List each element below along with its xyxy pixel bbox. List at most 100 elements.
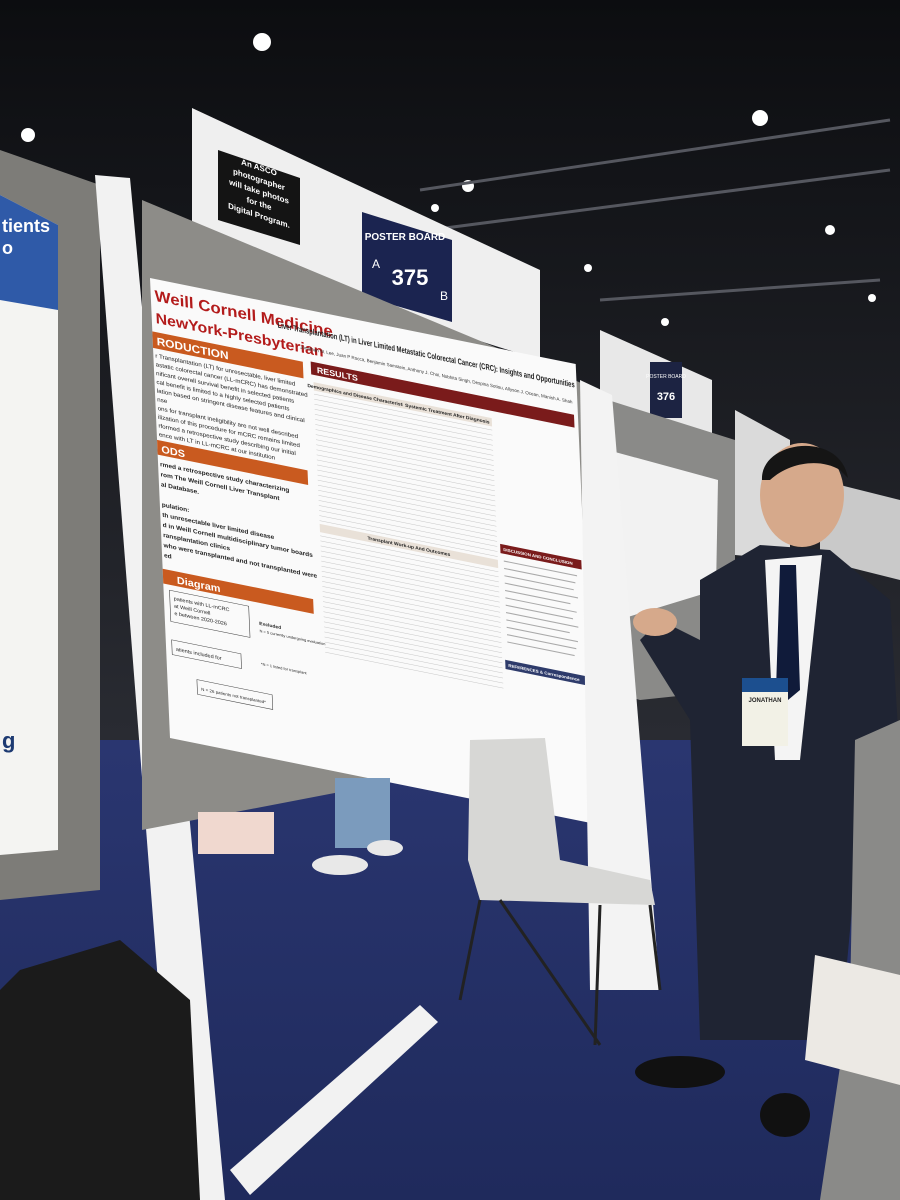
ceiling-trusses bbox=[419, 118, 891, 302]
results-table-row bbox=[321, 576, 501, 613]
results-table-row bbox=[321, 560, 500, 598]
results-table-row bbox=[314, 393, 404, 413]
results-table-row bbox=[315, 429, 405, 448]
backpack bbox=[0, 940, 200, 1200]
results-table-row bbox=[405, 467, 495, 486]
results-table-row bbox=[325, 651, 504, 689]
results-table-row bbox=[324, 641, 504, 679]
results-table-row bbox=[325, 646, 504, 684]
diagram-excluded: Excluded bbox=[259, 621, 281, 631]
results-table-row bbox=[316, 444, 406, 463]
results-table-row bbox=[321, 555, 500, 593]
far-poster bbox=[615, 452, 718, 620]
results-table-row bbox=[316, 459, 406, 479]
results-table-row bbox=[323, 601, 502, 638]
chair-legs bbox=[458, 899, 662, 1046]
presenter-tie bbox=[776, 565, 800, 700]
results-table-row bbox=[317, 479, 407, 499]
results-table-row bbox=[314, 398, 404, 418]
results-table-row bbox=[324, 626, 503, 664]
methods-heading: ODS bbox=[161, 444, 185, 460]
results-table-row bbox=[405, 477, 496, 497]
results-table-row bbox=[320, 545, 499, 583]
badge-header bbox=[742, 678, 788, 692]
results-table-row bbox=[407, 518, 497, 537]
diagram-box-1 bbox=[169, 589, 251, 638]
results-table-row bbox=[322, 586, 501, 623]
results-table-row bbox=[317, 474, 407, 494]
results-table-row bbox=[319, 515, 409, 534]
ceiling-lights bbox=[21, 33, 876, 326]
references-bar bbox=[505, 659, 587, 686]
chair bbox=[468, 738, 655, 905]
discussion-bar bbox=[500, 543, 582, 570]
methods-line: ed bbox=[164, 552, 172, 560]
results-table-row bbox=[317, 469, 407, 489]
results-table-row bbox=[318, 505, 408, 524]
main-poster: Weill Cornell Medicine NewYork-Presbyter… bbox=[150, 278, 596, 825]
far-board-number: 376 bbox=[657, 391, 675, 403]
results-table-row bbox=[314, 404, 404, 423]
results-table-row bbox=[318, 500, 408, 519]
results-table-row bbox=[317, 464, 407, 484]
presenter-hand bbox=[633, 608, 677, 636]
results-table-row bbox=[316, 454, 406, 474]
far-board-label: POSTER BOARD bbox=[646, 374, 686, 380]
badge-name: JONATHAN bbox=[749, 698, 782, 704]
results-table-row bbox=[323, 611, 502, 648]
results-table-header bbox=[319, 523, 499, 569]
results-table-row bbox=[403, 427, 493, 446]
visitor-shoe bbox=[367, 840, 403, 856]
board-number: 375 bbox=[392, 265, 429, 290]
results-table-row bbox=[323, 606, 502, 643]
far-board-number-plate bbox=[650, 362, 682, 418]
intro-bar bbox=[152, 331, 304, 379]
presenter-shoe bbox=[760, 1093, 810, 1137]
results-table-row bbox=[406, 497, 496, 517]
methods-bar bbox=[157, 439, 309, 486]
intro-line: nse bbox=[157, 396, 168, 405]
results-table-row bbox=[322, 591, 501, 628]
photo-notice bbox=[218, 150, 300, 245]
results-table-row bbox=[324, 631, 503, 669]
results-table-row bbox=[321, 565, 500, 603]
left-poster-footer: g bbox=[2, 728, 15, 753]
results-table-row bbox=[407, 523, 498, 542]
board-number-plate bbox=[362, 212, 452, 322]
presenter-shoe bbox=[635, 1056, 725, 1088]
results-table-row bbox=[407, 513, 497, 532]
results-table-row bbox=[314, 409, 404, 428]
results-table-row bbox=[404, 442, 494, 461]
results-table-row bbox=[405, 462, 495, 481]
results-table-row bbox=[323, 616, 502, 653]
results-tables: Demographics and Disease Characteristics… bbox=[307, 382, 504, 689]
diagram-bar bbox=[162, 568, 314, 614]
results-table-header bbox=[313, 382, 403, 409]
results-table-row bbox=[404, 447, 494, 466]
results-table-row bbox=[318, 490, 408, 509]
results-table-row bbox=[404, 437, 494, 456]
results-table-row bbox=[322, 581, 501, 618]
results-table-row bbox=[319, 520, 409, 539]
results-table-row bbox=[405, 472, 495, 492]
board-side-b: B bbox=[440, 289, 448, 303]
presenter-suit bbox=[640, 545, 900, 1040]
stand-foot bbox=[230, 1005, 438, 1195]
results-table-row bbox=[314, 414, 405, 433]
results-table-row bbox=[320, 535, 499, 572]
left-poster-line: o bbox=[2, 238, 13, 258]
results-table-row bbox=[403, 422, 493, 441]
results-table-row bbox=[317, 485, 408, 504]
results-table-row bbox=[315, 424, 405, 443]
results-table-row bbox=[324, 636, 503, 674]
results-table-row bbox=[407, 508, 497, 527]
presenter-hair bbox=[761, 445, 848, 480]
results-table-row bbox=[403, 411, 493, 431]
results-table-row bbox=[323, 621, 503, 659]
left-poster-header bbox=[0, 195, 58, 310]
board-side-a: A bbox=[372, 257, 380, 271]
board-label: POSTER BOARD bbox=[365, 232, 446, 243]
results-table-row bbox=[408, 538, 498, 557]
